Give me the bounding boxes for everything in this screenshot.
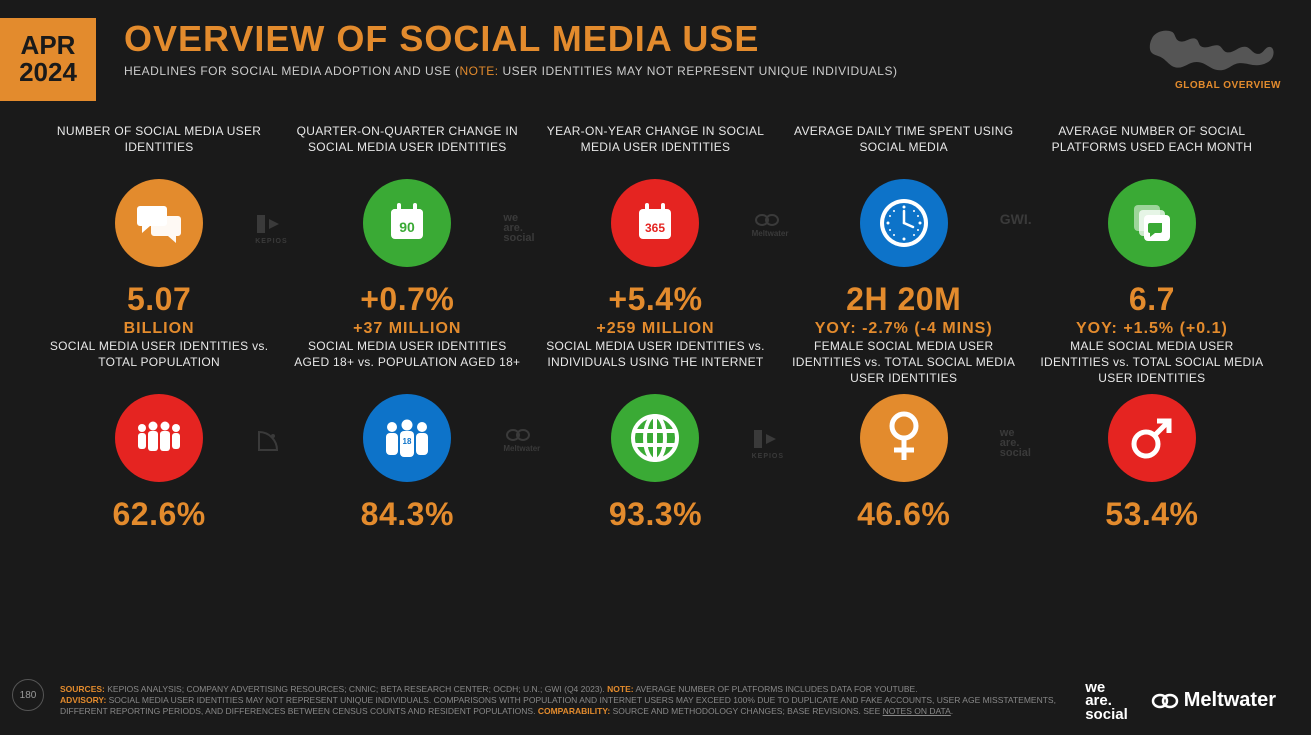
cell-user-identities: NUMBER OF SOCIAL MEDIA USER IDENTITIES 5… xyxy=(35,123,283,338)
logo-mw-text: Meltwater xyxy=(1184,689,1276,712)
date-month: APR xyxy=(18,32,78,59)
stats-grid: NUMBER OF SOCIAL MEDIA USER IDENTITIES 5… xyxy=(0,101,1311,553)
advisory-label: ADVISORY: xyxy=(60,695,106,705)
stat-value: 5.07 xyxy=(43,281,275,318)
stat-sub: +37 MILLION xyxy=(291,320,523,338)
cell-title: QUARTER-ON-QUARTER CHANGE IN SOCIAL MEDI… xyxy=(291,123,523,171)
wearesocial-logo: we are. social xyxy=(1085,681,1128,722)
sources-label: SOURCES: xyxy=(60,684,105,694)
cell-title: NUMBER OF SOCIAL MEDIA USER IDENTITIES xyxy=(43,123,275,171)
people-18-icon: 18 xyxy=(363,394,451,482)
cell-title: SOCIAL MEDIA USER IDENTITIES vs. TOTAL P… xyxy=(43,338,275,386)
world-map-block: GLOBAL OVERVIEW xyxy=(1141,18,1281,91)
cell-vs-population-18: SOCIAL MEDIA USER IDENTITIES AGED 18+ vs… xyxy=(283,338,531,553)
cell-vs-internet: Meltwater SOCIAL MEDIA USER IDENTITIES v… xyxy=(531,338,779,553)
stack-icon xyxy=(1108,179,1196,267)
sources-text: KEPIOS ANALYSIS; COMPANY ADVERTISING RES… xyxy=(105,684,607,694)
svg-text:365: 365 xyxy=(645,221,665,235)
subtitle-post: USER IDENTITIES MAY NOT REPRESENT UNIQUE… xyxy=(499,64,898,78)
stat-value: +0.7% xyxy=(291,281,523,318)
cell-title: FEMALE SOCIAL MEDIA USER IDENTITIES vs. … xyxy=(788,338,1020,387)
cell-title: MALE SOCIAL MEDIA USER IDENTITIES vs. TO… xyxy=(1036,338,1268,387)
footer: SOURCES: KEPIOS ANALYSIS; COMPANY ADVERT… xyxy=(0,681,1311,722)
stat-value: 62.6% xyxy=(43,496,275,533)
cell-daily-time: Meltwater AVERAGE DAILY TIME SPENT USING… xyxy=(780,123,1028,338)
globe-icon xyxy=(611,394,699,482)
note-text: AVERAGE NUMBER OF PLATFORMS INCLUDES DAT… xyxy=(634,684,918,694)
stat-value: 6.7 xyxy=(1036,281,1268,318)
stat-value: 93.3% xyxy=(539,496,771,533)
cell-title: AVERAGE NUMBER OF SOCIAL PLATFORMS USED … xyxy=(1036,123,1268,171)
stat-sub: YOY: -2.7% (-4 MINS) xyxy=(788,320,1020,338)
stat-sub: +259 MILLION xyxy=(539,320,771,338)
world-map-icon xyxy=(1141,18,1281,73)
cell-male-share: weare.social MALE SOCIAL MEDIA USER IDEN… xyxy=(1028,338,1276,553)
global-overview-label: GLOBAL OVERVIEW xyxy=(1141,80,1281,91)
note-label: NOTE: xyxy=(607,684,633,694)
calendar-365-icon: 365 xyxy=(611,179,699,267)
cell-vs-population: SOCIAL MEDIA USER IDENTITIES vs. TOTAL P… xyxy=(35,338,283,553)
footer-logos: we are. social Meltwater xyxy=(1085,681,1276,722)
stat-value: 46.6% xyxy=(788,496,1020,533)
subtitle-pre: HEADLINES FOR SOCIAL MEDIA ADOPTION AND … xyxy=(124,64,459,78)
stat-sub: YOY: +1.5% (+0.1) xyxy=(1036,320,1268,338)
cell-title: AVERAGE DAILY TIME SPENT USING SOCIAL ME… xyxy=(788,123,1020,171)
people-icon xyxy=(115,394,203,482)
cell-female-share: KEPIOS FEMALE SOCIAL MEDIA USER IDENTITI… xyxy=(780,338,1028,553)
comp-text: SOURCE AND METHODOLOGY CHANGES; BASE REV… xyxy=(610,706,882,716)
date-badge: APR 2024 xyxy=(0,18,96,101)
clock-icon xyxy=(860,179,948,267)
meltwater-logo: Meltwater xyxy=(1150,689,1276,712)
stat-value: 2H 20M xyxy=(788,281,1020,318)
cell-platforms-count: GWI. AVERAGE NUMBER OF SOCIAL PLATFORMS … xyxy=(1028,123,1276,338)
footer-text: SOURCES: KEPIOS ANALYSIS; COMPANY ADVERT… xyxy=(60,684,1065,718)
cell-title: SOCIAL MEDIA USER IDENTITIES AGED 18+ vs… xyxy=(291,338,523,386)
subtitle-note: NOTE: xyxy=(459,64,498,78)
chat-icon xyxy=(115,179,203,267)
cell-yoy-change: weare.social YEAR-ON-YEAR CHANGE IN SOCI… xyxy=(531,123,779,338)
cell-title: SOCIAL MEDIA USER IDENTITIES vs. INDIVID… xyxy=(539,338,771,386)
cell-qoq-change: KEPIOS QUARTER-ON-QUARTER CHANGE IN SOCI… xyxy=(283,123,531,338)
calendar-90-icon: 90 xyxy=(363,179,451,267)
stat-sub: BILLION xyxy=(43,320,275,338)
comp-label: COMPARABILITY: xyxy=(538,706,610,716)
logo-was-l3: social xyxy=(1085,708,1128,722)
svg-text:90: 90 xyxy=(399,219,415,235)
svg-text:18: 18 xyxy=(403,437,412,446)
notes-link: NOTES ON DATA xyxy=(883,706,951,716)
stat-value: +5.4% xyxy=(539,281,771,318)
female-icon xyxy=(860,394,948,482)
page-title: OVERVIEW OF SOCIAL MEDIA USE xyxy=(124,18,1141,60)
date-year: 2024 xyxy=(18,59,78,86)
cell-title: YEAR-ON-YEAR CHANGE IN SOCIAL MEDIA USER… xyxy=(539,123,771,171)
header: APR 2024 OVERVIEW OF SOCIAL MEDIA USE HE… xyxy=(0,0,1311,101)
title-block: OVERVIEW OF SOCIAL MEDIA USE HEADLINES F… xyxy=(96,18,1141,78)
stat-value: 53.4% xyxy=(1036,496,1268,533)
stat-value: 84.3% xyxy=(291,496,523,533)
male-icon xyxy=(1108,394,1196,482)
subtitle: HEADLINES FOR SOCIAL MEDIA ADOPTION AND … xyxy=(124,64,1141,78)
meltwater-logo-icon xyxy=(1150,692,1180,710)
